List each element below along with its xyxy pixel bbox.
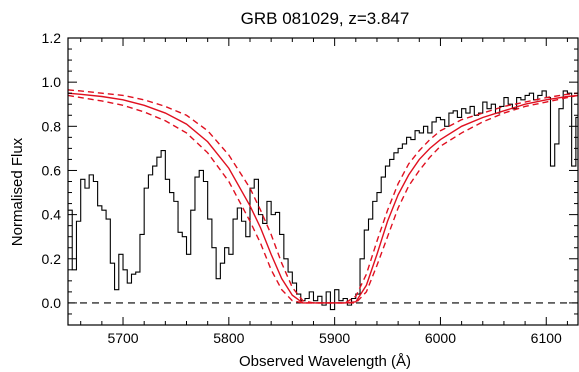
x-tick-label: 6000 — [425, 330, 456, 346]
y-tick-label: 0.8 — [42, 118, 62, 134]
y-tick-label: 0.4 — [42, 207, 62, 223]
series-layer — [68, 89, 578, 311]
model-bound-line-3 — [68, 92, 578, 304]
model-bound-line-2 — [68, 89, 578, 304]
model-fit-line — [68, 92, 578, 304]
x-tick-label: 5700 — [107, 330, 138, 346]
axes-layer — [67, 37, 579, 326]
x-tick-label: 6100 — [531, 330, 562, 346]
y-tick-label: 1.0 — [42, 74, 62, 90]
chart-title: GRB 081029, z=3.847 — [241, 9, 410, 28]
y-tick-label: 1.2 — [42, 30, 62, 46]
plot-frame — [67, 37, 579, 326]
x-tick-label: 5800 — [213, 330, 244, 346]
x-axis-label: Observed Wavelength (Å) — [239, 353, 411, 370]
y-tick-label: 0.6 — [42, 162, 62, 178]
ticks-layer: 5700 5800 5900 6000 6100 0.0 0.2 0.4 0.6 0.8 1.0 1.… — [42, 30, 578, 346]
spectrum-line — [68, 90, 578, 311]
y-tick-label: 0.2 — [42, 251, 62, 267]
y-axis-label: Normalised Flux — [9, 137, 26, 246]
x-tick-label: 5900 — [319, 330, 350, 346]
y-tick-label: 0.0 — [42, 295, 62, 311]
